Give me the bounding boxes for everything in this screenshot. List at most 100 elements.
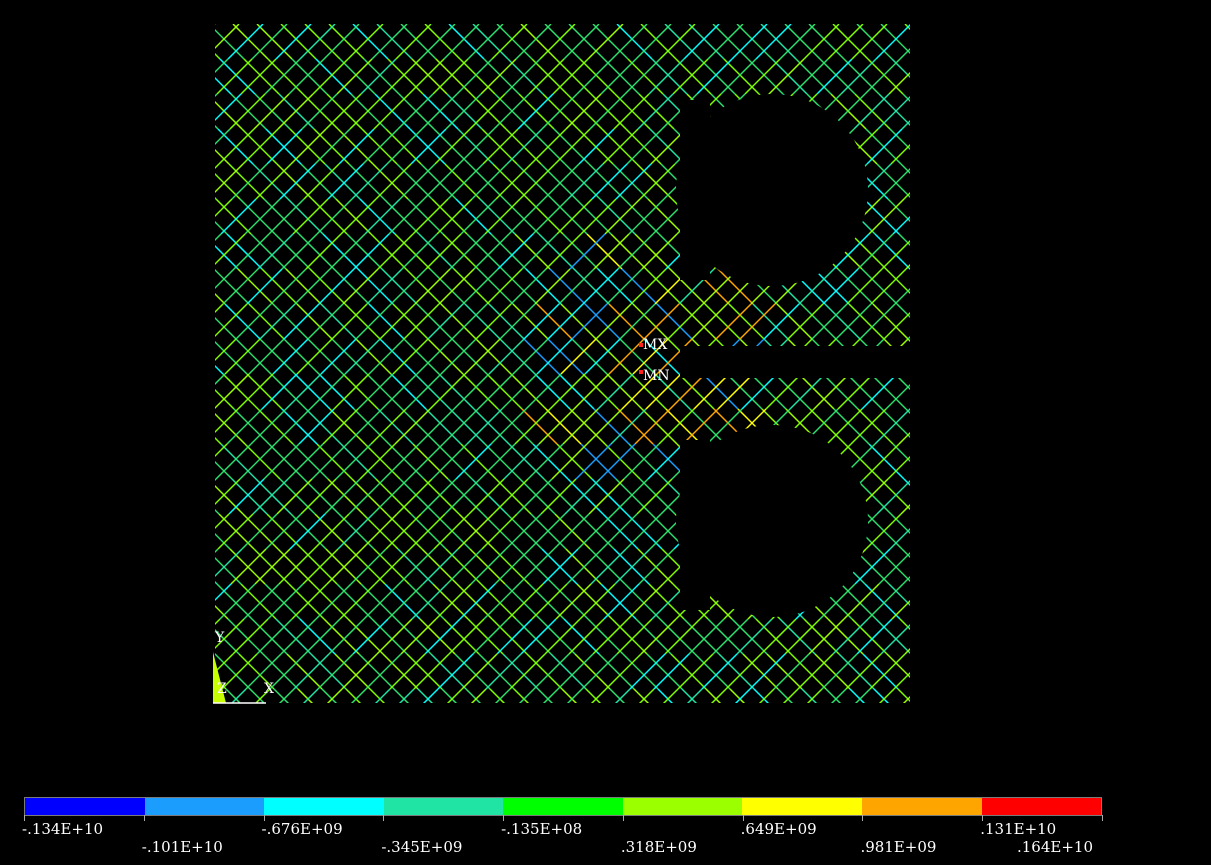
mesh-line <box>470 548 507 585</box>
mesh-line <box>237 724 272 759</box>
mesh-line <box>215 653 251 690</box>
mesh-line <box>160 479 195 514</box>
mesh-line <box>710 688 727 703</box>
legend-tick <box>24 815 25 821</box>
mesh-line <box>358 653 395 690</box>
mesh-line <box>362 128 399 165</box>
mesh-line <box>902 575 910 585</box>
mesh-line <box>579 58 616 95</box>
mesh-line <box>421 93 458 130</box>
mesh-line <box>267 58 304 95</box>
mesh-line <box>366 373 403 410</box>
mesh-line <box>881 408 910 439</box>
mesh-line <box>456 58 493 95</box>
mesh-line <box>529 513 566 550</box>
mesh-line <box>435 583 472 620</box>
mesh-line <box>438 268 475 305</box>
mesh-line <box>346 233 383 270</box>
mesh-line <box>162 234 197 269</box>
mesh-line <box>912 444 947 479</box>
mesh-line <box>777 688 794 703</box>
mesh-line <box>694 653 731 690</box>
mesh-line <box>600 583 637 620</box>
mesh-line <box>945 339 980 374</box>
mesh-line <box>903 478 910 487</box>
mesh-line <box>820 198 857 235</box>
legend-tick <box>862 815 864 821</box>
mesh-line <box>327 163 364 200</box>
mesh-line <box>648 583 685 620</box>
mesh-line <box>593 408 630 445</box>
mesh-line <box>379 303 416 340</box>
mesh-line <box>912 199 947 234</box>
mesh-line <box>467 24 504 60</box>
mesh-line <box>516 163 553 200</box>
mesh-line <box>151 374 186 409</box>
mesh-line <box>741 724 776 759</box>
mesh-line <box>945 304 980 339</box>
mesh-line <box>492 478 529 515</box>
mesh-line <box>151 269 186 304</box>
mesh-line <box>376 24 413 60</box>
mesh-line <box>493 93 530 130</box>
mesh-line <box>633 688 650 703</box>
mesh-line <box>881 239 910 270</box>
mesh-line <box>580 198 617 235</box>
mesh-line <box>526 653 563 690</box>
mesh-line <box>585 688 602 703</box>
mesh-line <box>739 338 776 375</box>
mesh-line <box>291 583 328 620</box>
mesh-line <box>752 338 789 375</box>
legend-label-3: -.676E+09 <box>261 820 343 838</box>
mesh-line <box>843 58 880 95</box>
mesh-line <box>773 653 810 690</box>
mesh-line <box>611 24 648 60</box>
mesh-line <box>725 653 762 690</box>
mesh-line <box>242 128 279 165</box>
mesh-line <box>226 233 263 270</box>
mesh-line <box>215 93 218 98</box>
mesh-line <box>700 198 737 235</box>
mesh-line <box>830 548 867 585</box>
mesh-line <box>808 618 845 655</box>
mesh-line <box>685 93 722 130</box>
mesh-line <box>803 24 840 60</box>
mesh-line <box>215 303 248 338</box>
mesh-line <box>510 373 547 410</box>
mesh-line <box>735 163 772 200</box>
legend-tick <box>742 815 744 821</box>
mesh-line <box>748 443 785 480</box>
mesh-line <box>495 478 532 515</box>
mesh-line <box>488 338 525 375</box>
mesh-line <box>540 478 577 515</box>
mesh-line <box>832 618 869 655</box>
legend-swatch-5 <box>503 798 623 815</box>
mesh-line <box>215 580 218 585</box>
mesh-line <box>806 688 823 703</box>
mesh-line <box>454 653 491 690</box>
mesh-line <box>496 618 533 655</box>
mesh-line <box>215 513 230 530</box>
mesh-line <box>172 59 207 94</box>
legend-swatch-2 <box>144 798 265 815</box>
mesh-line <box>665 408 702 445</box>
mesh-line <box>892 215 910 235</box>
mesh-line <box>885 724 920 759</box>
mesh-line <box>854 548 891 585</box>
mesh-line <box>302 688 319 703</box>
mesh-line <box>589 93 626 130</box>
mesh-line <box>870 373 907 410</box>
mesh-line <box>422 688 439 703</box>
mesh-line <box>447 163 484 200</box>
legend-tick <box>503 815 505 821</box>
mesh-line <box>322 408 359 445</box>
mesh-line <box>543 163 580 200</box>
mesh-line <box>587 24 624 60</box>
mesh-line <box>420 163 457 200</box>
mesh-line <box>292 198 329 235</box>
mesh-line <box>645 724 680 759</box>
mesh-line <box>700 443 737 480</box>
mesh-line <box>898 431 910 445</box>
mesh-line <box>294 373 331 410</box>
